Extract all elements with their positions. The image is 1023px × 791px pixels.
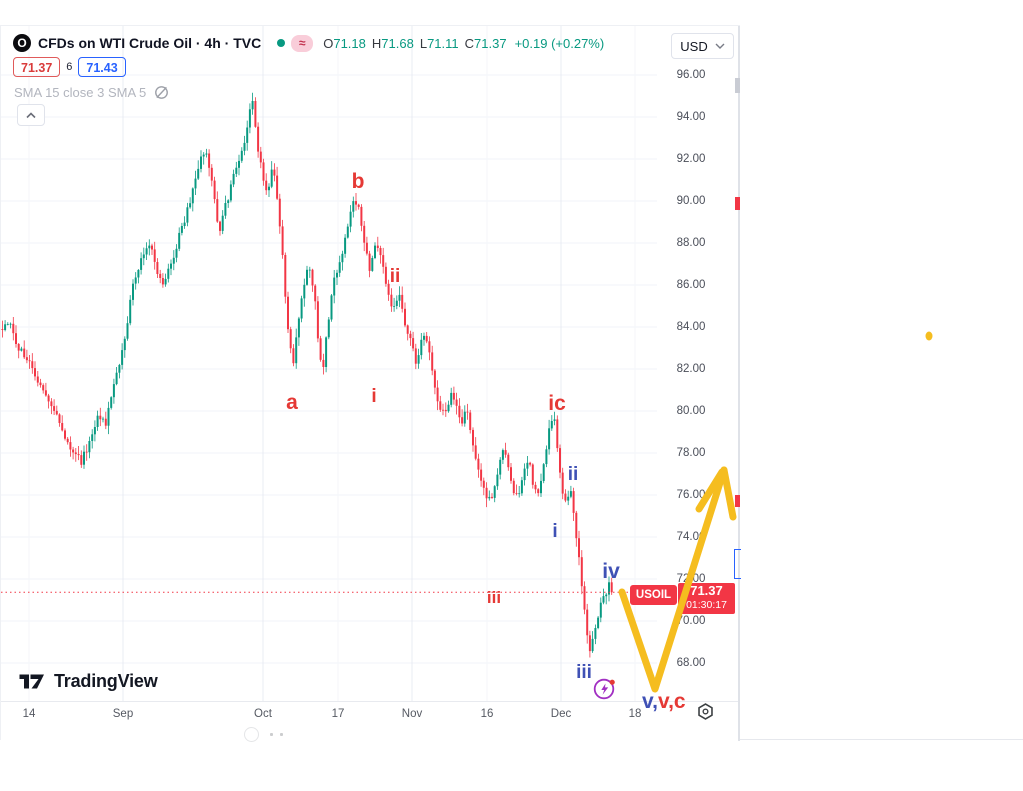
wave-label[interactable]: ic xyxy=(548,392,566,415)
time-axis-separator xyxy=(1,701,738,702)
wave-sequence-part-red: v,c xyxy=(657,690,686,713)
bid-ask-row: 71.37 6 71.43 xyxy=(13,57,126,77)
open-label: O xyxy=(323,35,334,51)
high-value: 71.68 xyxy=(381,35,414,51)
tradingview-wordmark: TradingView xyxy=(54,671,158,691)
price-axis-label: 88.00 xyxy=(676,237,706,249)
price-axis-edge xyxy=(738,26,740,741)
ghost-control-button[interactable] xyxy=(244,727,259,742)
collapse-button[interactable] xyxy=(17,104,45,126)
wave-label[interactable]: a xyxy=(286,391,298,414)
flash-sticker-icon[interactable] xyxy=(593,677,617,701)
high-label: H xyxy=(371,35,382,51)
price-axis-label: 86.00 xyxy=(676,279,706,291)
eye-off-icon[interactable] xyxy=(153,84,170,101)
tradingview-logo[interactable]: TradingView xyxy=(19,671,158,692)
wave-label[interactable]: iii xyxy=(486,588,502,607)
current-price-tag: 71.37 01:30:17 xyxy=(678,583,735,614)
bottom-border-line xyxy=(740,739,1023,740)
time-axis-label: 16 xyxy=(480,708,494,720)
open-value: 71.18 xyxy=(333,35,366,51)
wave-sequence-part-blue: v, xyxy=(642,690,658,713)
wave-label[interactable]: b xyxy=(351,170,365,193)
wave-sequence-label[interactable]: v,v,c xyxy=(642,690,686,714)
ohlc-values: O71.18 H71.68 L71.11 C71.37 +0.19 (+0.27%) xyxy=(323,36,604,51)
time-axis-label: 17 xyxy=(331,708,345,720)
indicator-row: SMA 15 close 3 SMA 5 xyxy=(14,84,170,101)
wave-label[interactable]: iv xyxy=(602,560,620,583)
wave-label[interactable]: i xyxy=(552,521,558,542)
scale-bracket-blue xyxy=(734,549,741,579)
chevron-down-icon xyxy=(715,43,725,49)
wave-label[interactable]: i xyxy=(371,386,377,407)
symbol-price-flag: USOIL xyxy=(630,585,677,605)
change-value: +0.19 (+0.27%) xyxy=(514,35,605,51)
time-axis-label: 18 xyxy=(628,708,642,720)
close-value: 71.37 xyxy=(474,35,507,51)
price-axis-label: 74.00 xyxy=(676,531,706,543)
price-axis-label: 68.00 xyxy=(676,657,706,669)
price-axis-label: 92.00 xyxy=(676,153,706,165)
symbol-logo-icon: O xyxy=(13,34,31,52)
symbol-header: O CFDs on WTI Crude Oil · 4h · TVC ≈ O71… xyxy=(13,34,604,52)
ghost-dot xyxy=(270,733,273,736)
buy-price-button[interactable]: 71.43 xyxy=(78,57,126,77)
price-axis-label: 94.00 xyxy=(676,111,706,123)
symbol-title[interactable]: CFDs on WTI Crude Oil · 4h · TVC xyxy=(38,35,262,51)
price-axis-label: 80.00 xyxy=(676,405,706,417)
price-axis-label: 78.00 xyxy=(676,447,706,459)
price-axis-label: 76.00 xyxy=(676,489,706,501)
ghost-dot xyxy=(280,733,283,736)
flag-badge-icon[interactable]: ≈ xyxy=(291,34,314,52)
price-axis-label: 90.00 xyxy=(676,195,706,207)
wave-label[interactable]: iii xyxy=(576,662,592,683)
time-axis-label: Dec xyxy=(550,708,572,720)
time-axis-label: Sep xyxy=(112,708,134,720)
price-axis-label: 96.00 xyxy=(676,69,706,81)
hexagon-badge-icon xyxy=(698,703,713,720)
wave-label[interactable]: ii xyxy=(389,266,401,287)
wave-label[interactable]: ii xyxy=(567,464,579,485)
scale-mark-red-lower xyxy=(735,495,740,507)
market-status-dot-icon xyxy=(277,39,286,47)
currency-dropdown[interactable]: USD xyxy=(671,33,734,59)
tradingview-mark-icon xyxy=(19,674,44,689)
scale-mark-red-upper xyxy=(735,197,740,210)
currency-value: USD xyxy=(680,38,708,54)
price-axis-label: 84.00 xyxy=(676,321,706,333)
time-axis-label: 14 xyxy=(22,708,36,720)
chart-widget: O CFDs on WTI Crude Oil · 4h · TVC ≈ O71… xyxy=(0,25,741,742)
time-axis-label: Nov xyxy=(401,708,423,720)
bar-countdown: 01:30:17 xyxy=(686,599,727,611)
spread-value: 6 xyxy=(66,61,73,73)
sell-price-button[interactable]: 71.37 xyxy=(13,57,61,77)
low-label: L xyxy=(419,35,428,51)
current-price-value: 71.37 xyxy=(690,583,723,598)
scale-mark-gray xyxy=(735,78,740,93)
close-label: C xyxy=(464,35,475,51)
price-axis-label: 82.00 xyxy=(676,363,706,375)
indicator-label[interactable]: SMA 15 close 3 SMA 5 xyxy=(14,85,147,100)
price-axis-label: 70.00 xyxy=(676,615,706,627)
chevron-up-icon xyxy=(26,112,36,119)
low-value: 71.11 xyxy=(427,35,459,51)
time-axis-label: Oct xyxy=(254,708,272,720)
